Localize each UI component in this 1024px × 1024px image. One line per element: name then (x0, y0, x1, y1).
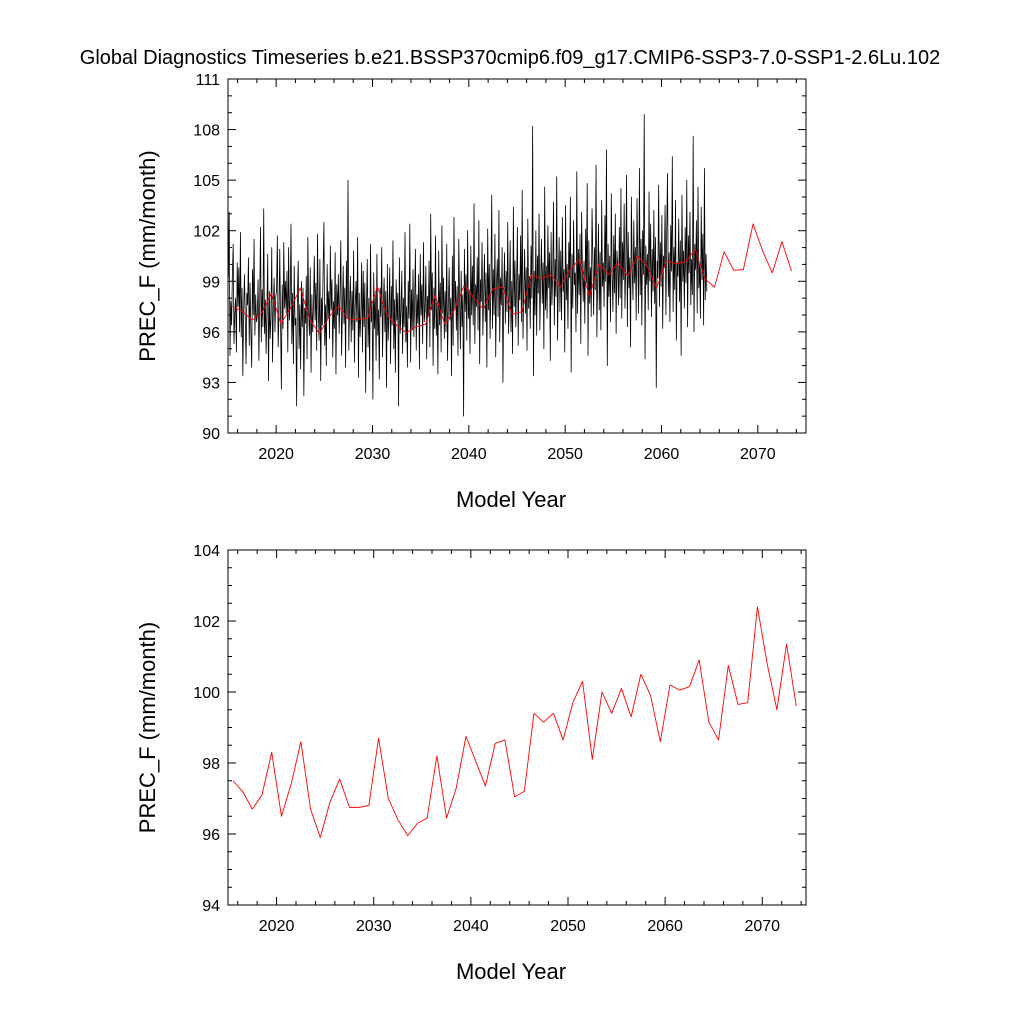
top-series-annual-line (232, 223, 792, 334)
bottom-series-annual-line (232, 606, 797, 838)
top-ytick-label: 96 (202, 325, 220, 342)
bottom-ytick-label: 98 (202, 756, 220, 773)
top-ytick-label: 93 (202, 375, 220, 392)
bottom-xtick-label: 2040 (453, 918, 489, 935)
bottom-y-axis-title: PREC_F (mm/month) (135, 622, 160, 833)
bottom-ytick-label: 102 (193, 614, 220, 631)
top-y-axis-title: PREC_F (mm/month) (135, 150, 160, 361)
top-plot-lines (228, 114, 792, 417)
bottom-xtick-label: 2060 (647, 918, 683, 935)
top-xtick-label: 2030 (355, 446, 391, 463)
bottom-ytick-label: 104 (193, 543, 220, 560)
bottom-ytick-label: 96 (202, 827, 220, 844)
bottom-xtick-label: 2070 (744, 918, 780, 935)
bottom-ytick-label: 94 (202, 898, 220, 915)
bottom-xtick-label: 2030 (356, 918, 392, 935)
top-xtick-label: 2040 (451, 446, 487, 463)
bottom-panel: 94 96 98 100 102 104 2020 2030 2040 2050 2060 2070 M… (135, 543, 807, 984)
top-ytick-label: 111 (196, 72, 220, 89)
top-plot-frame (227, 78, 807, 434)
top-ytick-label: 105 (193, 173, 220, 190)
top-xtick-label: 2070 (740, 446, 776, 463)
bottom-plot-lines (232, 606, 797, 838)
page-title: Global Diagnostics Timeseries b.e21.BSSP… (80, 47, 940, 69)
top-ytick-label: 102 (193, 224, 220, 241)
top-panel: 90 93 96 99 102 105 108 111 2020 2030 2040 2050 2060… (135, 72, 807, 512)
top-xtick-label: 2060 (644, 446, 680, 463)
top-ytick-label: 108 (193, 123, 220, 140)
bottom-xtick-label: 2020 (259, 918, 295, 935)
bottom-xtick-label: 2050 (550, 918, 586, 935)
bottom-ytick-label: 100 (193, 685, 220, 702)
bottom-x-axis-title: Model Year (456, 959, 566, 984)
top-x-axis-title: Model Year (456, 487, 566, 512)
top-ytick-label: 90 (202, 426, 220, 443)
top-ytick-label: 99 (202, 274, 220, 291)
top-series-monthly-line (228, 114, 708, 417)
top-xtick-label: 2020 (258, 446, 294, 463)
top-xtick-label: 2050 (547, 446, 583, 463)
